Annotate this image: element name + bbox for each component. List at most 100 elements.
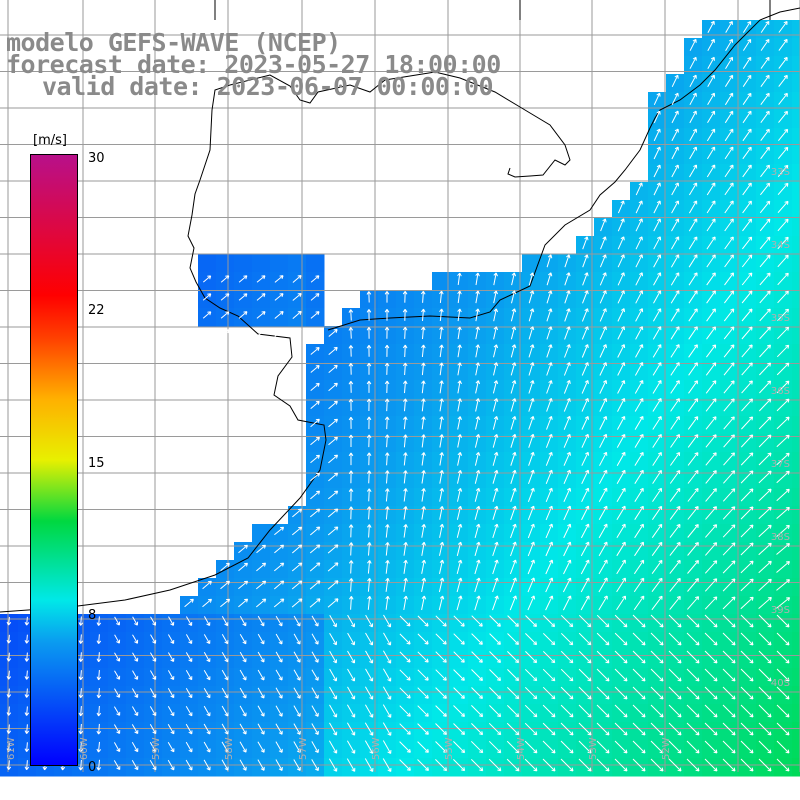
wind-arrow (385, 595, 390, 610)
wind-arrow (149, 759, 157, 771)
wind-arrow (435, 759, 448, 772)
wind-arrow (365, 614, 374, 628)
wind-arrow (474, 487, 481, 502)
wind-arrow (776, 398, 790, 412)
wind-arrow (293, 723, 301, 735)
wind-arrow (132, 634, 139, 644)
wind-arrow (776, 434, 790, 448)
wind-arrow (546, 326, 553, 340)
wind-arrow (114, 652, 121, 662)
wind-arrow (563, 380, 571, 394)
wind-arrow (599, 344, 607, 358)
wind-arrow (328, 346, 338, 355)
wind-arrow (722, 704, 736, 718)
wind-arrow (203, 669, 211, 681)
wind-arrow (329, 722, 338, 736)
wind-arrow (742, 20, 752, 33)
wind-arrow (399, 723, 411, 735)
wind-arrow (778, 128, 789, 142)
wind-arrow (759, 200, 771, 214)
wind-arrow (742, 236, 753, 250)
wind-arrow (722, 596, 736, 610)
wind-arrow (293, 705, 301, 717)
wind-arrow (687, 506, 699, 520)
wind-arrow (474, 523, 481, 539)
wind-arrow (650, 740, 664, 754)
wind-arrow (149, 652, 157, 662)
wind-arrow (310, 275, 320, 283)
wind-arrow (453, 723, 465, 735)
wind-arrow (742, 218, 752, 232)
wind-arrow (759, 236, 771, 250)
lon-label: 61W (6, 737, 17, 760)
wind-arrow (634, 433, 644, 448)
wind-arrow (238, 293, 248, 301)
wind-arrow (722, 524, 736, 538)
wind-arrow (777, 182, 789, 196)
wind-arrow (492, 434, 499, 448)
wind-arrow (327, 598, 339, 608)
wind-arrow (599, 415, 608, 430)
wind-arrow (598, 523, 608, 539)
wind-arrow (384, 344, 390, 357)
wind-arrow (366, 398, 372, 412)
wind-arrow (651, 541, 663, 556)
wind-arrow (688, 236, 698, 250)
wind-arrow (439, 434, 444, 448)
wind-arrow (417, 651, 429, 663)
wind-arrow (257, 669, 265, 681)
wind-arrow (457, 326, 462, 340)
wind-arrow (403, 452, 408, 466)
wind-arrow (671, 200, 680, 214)
wind-arrow (740, 632, 754, 646)
wind-arrow (421, 308, 426, 321)
lat-label: 38S (771, 532, 790, 543)
wind-arrow (346, 740, 356, 754)
wind-arrow (328, 382, 338, 392)
wind-arrow (457, 416, 462, 430)
colorbar-unit-label: [m/s] (33, 133, 67, 148)
wind-arrow (582, 254, 589, 268)
wind-arrow (776, 380, 790, 394)
wind-arrow (347, 668, 356, 682)
wind-arrow (633, 577, 645, 593)
wind-arrow (704, 722, 718, 736)
wind-arrow (634, 487, 644, 502)
wind-arrow (456, 505, 463, 520)
wind-arrow (528, 380, 535, 394)
wind-arrow (686, 704, 700, 718)
wind-arrow (528, 272, 535, 286)
wind-arrow (546, 344, 553, 358)
wind-arrow (456, 523, 463, 538)
wind-arrow (687, 470, 699, 484)
wind-arrow (776, 452, 790, 466)
wind-arrow (706, 146, 716, 160)
lat-label: 33S (771, 167, 790, 178)
wind-arrow (24, 634, 30, 644)
wind-arrow (670, 326, 680, 340)
wind-arrow (723, 452, 735, 466)
wind-arrow (668, 632, 682, 646)
wind-arrow (403, 398, 408, 412)
wind-arrow (632, 686, 646, 700)
wind-arrow (457, 308, 462, 322)
wind-arrow (741, 326, 753, 340)
wind-arrow (598, 487, 608, 503)
wind-arrow (132, 616, 139, 626)
wind-arrow (403, 524, 408, 538)
wind-arrow (524, 740, 538, 754)
wind-arrow (366, 506, 372, 520)
wind-arrow (311, 759, 319, 772)
wind-arrow (758, 416, 772, 430)
lat-label: 35S (771, 313, 790, 324)
wind-arrow (560, 686, 574, 700)
wind-arrow (24, 706, 30, 716)
wind-arrow (581, 308, 589, 322)
wind-arrow (669, 505, 681, 520)
wind-arrow (652, 469, 662, 484)
wind-arrow (777, 218, 789, 232)
wind-arrow (668, 614, 682, 628)
border-lines (214, 0, 771, 20)
wind-arrow (688, 308, 698, 322)
wind-arrow (167, 688, 175, 699)
